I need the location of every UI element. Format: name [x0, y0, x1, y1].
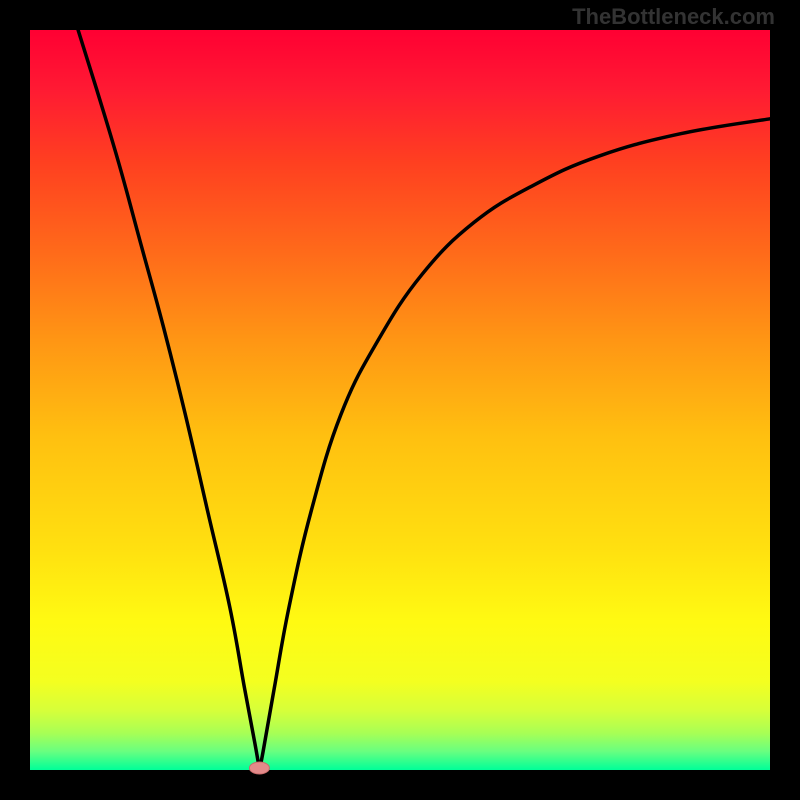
border-left	[0, 0, 30, 800]
bottleneck-chart: TheBottleneck.com	[0, 0, 800, 800]
minimum-marker	[249, 762, 269, 774]
border-bottom	[0, 770, 800, 800]
border-right	[770, 0, 800, 800]
watermark: TheBottleneck.com	[572, 4, 775, 29]
gradient-background	[30, 30, 770, 770]
